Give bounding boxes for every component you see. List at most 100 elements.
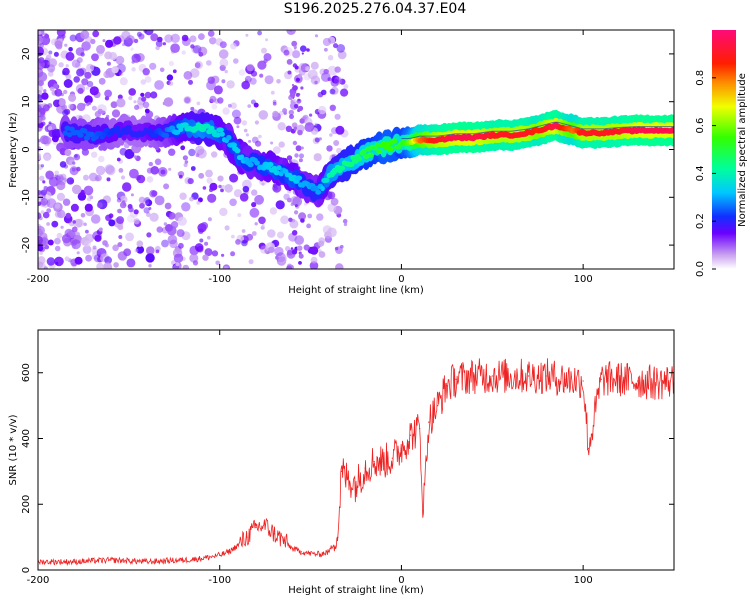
spectrogram-speckle	[318, 251, 326, 258]
spectrogram-speckle	[154, 195, 165, 206]
spectrogram-speckle	[249, 207, 260, 218]
spectrogram-speckle	[125, 232, 134, 242]
spectrogram-speckle	[115, 55, 125, 65]
spectrogram-speckle	[120, 175, 126, 180]
spectrogram-speckle	[195, 145, 205, 156]
spectrogram-speckle	[307, 69, 318, 80]
spectrogram-speckle	[141, 96, 147, 102]
spectrogram-speckle	[236, 125, 240, 129]
spectrogram-speckle	[96, 262, 104, 269]
spectrogram-speckle	[241, 239, 248, 247]
spectrogram-speckle	[260, 245, 269, 254]
spectrogram-speckle	[287, 249, 293, 256]
spectrogram-ridge-cell	[271, 165, 278, 172]
spectrogram-speckle	[168, 167, 172, 171]
spectrogram-ridge	[59, 109, 674, 208]
spectrogram-speckle	[277, 231, 284, 239]
spectrogram-speckle	[155, 249, 160, 254]
spectrogram-speckle	[85, 86, 89, 90]
spectrogram-speckle	[219, 41, 227, 49]
spectrogram-speckle	[297, 73, 302, 79]
spectrogram-speckle	[95, 165, 106, 176]
spectrogram-speckle	[71, 226, 78, 233]
spectrogram-y-tick-label: 20	[21, 48, 32, 61]
spectrogram-speckle	[163, 97, 174, 107]
spectrogram-y-tick-label: -20	[21, 237, 32, 253]
snr-point	[110, 559, 112, 561]
spectrogram-speckle	[42, 180, 46, 184]
spectrogram-speckle	[88, 172, 98, 182]
spectrogram-speckle	[68, 93, 77, 102]
spectrogram-speckle	[111, 109, 121, 118]
colorbar-label: Normalized spectral amplitude	[737, 73, 748, 227]
spectrogram-speckle	[231, 234, 235, 239]
spectrogram-speckle	[62, 109, 69, 117]
snr-point	[600, 378, 602, 380]
spectrogram-speckle	[65, 51, 75, 61]
snr-point	[182, 559, 184, 561]
spectrogram-ridge-cell	[226, 134, 232, 141]
spectrogram-speckle	[39, 135, 49, 145]
spectrogram-speckle	[198, 172, 205, 179]
spectrogram-speckle	[123, 248, 132, 257]
spectrogram-speckle	[309, 113, 313, 117]
spectrogram-speckle	[56, 142, 66, 152]
spectrogram-speckle	[264, 75, 274, 85]
spectrogram-speckle	[65, 64, 69, 68]
spectrogram-speckle	[330, 197, 339, 206]
spectrogram-speckle	[47, 239, 54, 246]
spectrogram-speckle	[38, 138, 41, 143]
spectrogram-speckle	[310, 61, 319, 70]
spectrogram-speckle	[38, 46, 44, 57]
snr-point	[328, 551, 330, 553]
spectrogram-speckle	[219, 207, 228, 217]
spectrogram-speckle	[188, 79, 193, 85]
spectrogram-speckle	[40, 189, 47, 196]
spectrogram-speckle	[104, 243, 109, 248]
spectrogram-speckle	[144, 197, 151, 203]
spectrogram-speckle	[219, 58, 229, 68]
spectrogram-speckle	[244, 75, 252, 83]
spectrogram-speckle	[54, 170, 59, 176]
spectrogram-speckle	[38, 146, 42, 152]
spectrogram-speckle	[326, 145, 333, 152]
spectrogram-speckle	[40, 197, 51, 208]
chart-title: S196.2025.276.04.37.E04	[283, 1, 467, 17]
spectrogram-speckle	[181, 37, 191, 46]
spectrogram-speckle	[38, 245, 44, 252]
spectrogram-speckle	[168, 148, 176, 156]
snr-point	[491, 375, 493, 377]
spectrogram-ridge-cell	[216, 127, 224, 133]
spectrogram-speckle	[150, 92, 156, 98]
spectrogram-speckle	[245, 133, 249, 137]
spectrogram-speckle	[146, 212, 151, 218]
spectrogram-speckle	[334, 66, 341, 73]
spectrogram-speckle	[334, 246, 339, 251]
snr-point	[340, 470, 343, 472]
spectrogram-speckle	[286, 265, 292, 269]
spectrogram-speckle	[75, 47, 85, 56]
spectrogram-ridge-cell	[77, 132, 84, 138]
snr-point	[655, 382, 657, 384]
spectrogram-speckle	[41, 121, 46, 126]
spectrogram-speckle	[138, 96, 142, 100]
snr-point	[73, 561, 75, 563]
spectrogram-speckle	[294, 235, 305, 245]
spectrogram-speckle	[180, 145, 186, 151]
spectrogram-speckle	[227, 103, 232, 108]
spectrogram-speckle	[91, 151, 98, 158]
spectrogram-speckle	[294, 65, 299, 70]
spectrogram-speckle	[211, 250, 219, 257]
spectrogram-ridge-cell	[62, 130, 68, 136]
spectrogram-speckle	[102, 39, 106, 43]
spectrogram-speckle	[46, 222, 50, 226]
spectrogram-speckle	[304, 122, 315, 132]
snr-series-layer	[38, 358, 674, 567]
spectrogram-speckle	[277, 253, 288, 264]
spectrogram-speckle	[224, 69, 228, 74]
spectrogram-speckle	[92, 30, 100, 38]
spectrogram-speckle	[251, 202, 257, 208]
spectrogram-speckle	[106, 61, 111, 66]
spectrogram-speckle	[258, 134, 262, 139]
spectrogram-speckle	[91, 105, 97, 111]
